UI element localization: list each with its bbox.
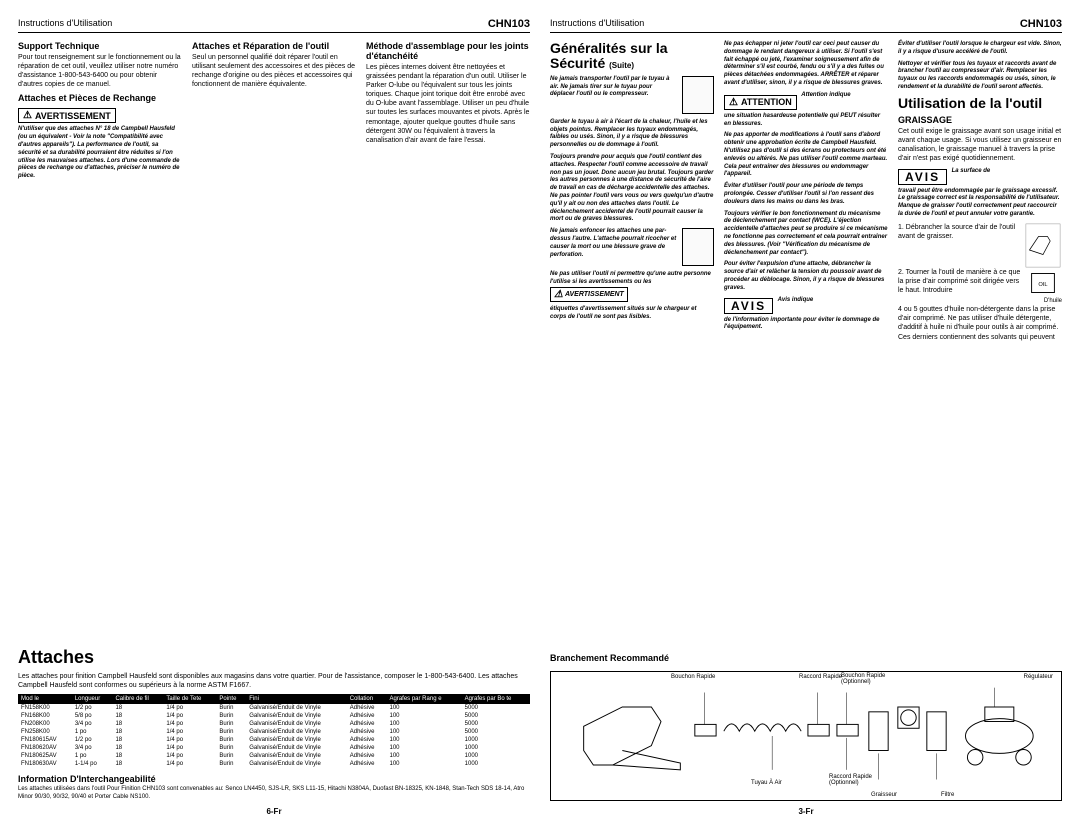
warn-4a: Ne pas utiliser l'outil ni permettre qu'… <box>550 271 714 302</box>
step-2b: 4 ou 5 gouttes d'huile non-détergente da… <box>898 305 1062 341</box>
table-header-row: Mod leLongueurCalibre de filTaille de Te… <box>18 694 530 704</box>
lbl-graisseur: Graisseur <box>871 792 897 798</box>
warn-block-3: Ne jamais enfoncer les attaches une par-… <box>550 228 714 266</box>
warning-body: N'utiliser que des attaches N° 18 de Cam… <box>18 126 182 181</box>
attaches-heading: Attaches <box>18 647 530 668</box>
table-header: Taille de Tete <box>163 694 216 704</box>
table-body: FN158K001/2 po181/4 poBurinGalvanisé/End… <box>18 704 530 768</box>
stack-icon <box>682 228 714 266</box>
repair-title: Attaches et Réparation de l'outil <box>192 41 356 51</box>
warn-2: Toujours prendre pour acquis que l'outil… <box>550 154 714 224</box>
page-header: Instructions d'Utilisation CHN103 <box>18 18 530 33</box>
table-header: Fini <box>246 694 347 704</box>
attention-tail: Attention indique <box>801 92 850 99</box>
warn-10: Éviter d'utiliser l'outil lorsque le cha… <box>898 41 1062 57</box>
repair-body: Seul un personnel qualifié doit réparer … <box>192 53 356 89</box>
warn-11: Nettoyer et vérifier tous les tuyaux et … <box>898 61 1062 92</box>
page-right: Instructions d'Utilisation CHN103 Généra… <box>550 18 1062 816</box>
table-row: FN208K003/4 po181/4 poBurinGalvanisé/End… <box>18 720 530 728</box>
step-2: OIL 2. Tourner la l'outil de manière à c… <box>898 268 1062 295</box>
lbl-filtre: Filtre <box>941 792 954 798</box>
connection-diagram: Bouchon Rapide Raccord Rapide Bouchon Ra… <box>550 671 1062 801</box>
table-row: FN168K005/8 po181/4 poBurinGalvanisé/End… <box>18 712 530 720</box>
avis-box: AVIS <box>724 298 773 314</box>
support-body: Pour tout renseignement sur le fonctionn… <box>18 53 182 89</box>
warning-avertissement: AVERTISSEMENT <box>18 108 116 123</box>
warn-8: Toujours vérifier le bon fonctionnement … <box>724 211 888 258</box>
table-header: Agrafes par Rang e <box>387 694 462 704</box>
page-number-left: 6-Fr <box>18 801 530 816</box>
lbl-raccord-rapide: Raccord Rapide <box>799 674 842 680</box>
table-header: Longueur <box>72 694 113 704</box>
header-label-r: Instructions d'Utilisation <box>550 18 644 30</box>
warn-1b: Garder le tuyau à air à l'écart de la ch… <box>550 119 714 150</box>
model-number: CHN103 <box>488 18 530 30</box>
diagram-svg <box>557 678 1055 794</box>
warn-7: Éviter d'utiliser l'outil pour une pério… <box>724 183 888 206</box>
svg-text:OIL: OIL <box>1038 282 1047 288</box>
table-header: Calibre de fil <box>112 694 163 704</box>
avis-tail-2: La surface de <box>952 168 991 175</box>
page-number-right: 3-Fr <box>550 801 1062 816</box>
header-label: Instructions d'Utilisation <box>18 18 112 30</box>
warn-9: Pour éviter l'expulsion d'une attache, d… <box>724 261 888 292</box>
oil-label: D'huile <box>898 298 1062 306</box>
lbl-bouchon-opt: Bouchon Rapide (Optionnel) <box>841 673 891 685</box>
grease-title: GRAISSAGE <box>898 115 1062 125</box>
lbl-tuyau: Tuyau À Air <box>751 780 782 786</box>
table-row: FN180625AV1 po181/4 poBurinGalvanisé/End… <box>18 752 530 760</box>
warn-5: Ne pas échapper ni jeter l'outil car cec… <box>724 41 888 88</box>
use-title: Utilisation de la l'outil <box>898 96 1062 111</box>
table-row: FN258K001 po181/4 poBurinGalvanisé/Endui… <box>18 728 530 736</box>
table-header: Pointe <box>216 694 246 704</box>
page-header-r: Instructions d'Utilisation CHN103 <box>550 18 1062 33</box>
lbl-raccord-opt: Raccord Rapide (Optionnel) <box>829 774 879 786</box>
attn-body: une situation hasardeuse potentielle qui… <box>724 113 888 129</box>
interch-body: Les attaches utilisées dans l'outil Pour… <box>18 786 530 801</box>
warn-12: travail peut être endommagée par le grai… <box>898 188 1062 219</box>
interch-title: Information D'Interchangeabilité <box>18 774 530 784</box>
table-header: Collation <box>347 694 387 704</box>
avis-box-2: AVIS <box>898 169 947 185</box>
table-header: Mod le <box>18 694 72 704</box>
oil-icon: OIL <box>1024 268 1062 298</box>
inline-avertissement: AVERTISSEMENT <box>550 287 628 302</box>
method-title: Méthode d'assemblage pour les joints d'é… <box>366 41 530 61</box>
lbl-bouchon-rapide: Bouchon Rapide <box>671 674 715 680</box>
attaches-pieces-title: Attaches et Pièces de Rechange <box>18 93 182 103</box>
table-row: FN158K001/2 po181/4 poBurinGalvanisé/End… <box>18 704 530 712</box>
fasteners-table: Mod leLongueurCalibre de filTaille de Te… <box>18 694 530 768</box>
attention-box: ATTENTION <box>724 95 797 110</box>
warn-block-1: Ne jamais transporter l'outil par le tuy… <box>550 76 714 114</box>
table-row: FN180630AV1-1/4 po181/4 poBurinGalvanisé… <box>18 760 530 768</box>
method-body: Les pièces internes doivent être nettoyé… <box>366 63 530 145</box>
avis-tail: Avis indique <box>778 297 814 304</box>
warn-6: Ne pas apporter de modifications à l'out… <box>724 132 888 179</box>
page-left: Instructions d'Utilisation CHN103 Suppor… <box>18 18 530 816</box>
hose-icon <box>682 76 714 114</box>
grease-body: Cet outil exige le graissage avant son u… <box>898 127 1062 163</box>
table-header: Agrafes par Bo te <box>462 694 530 704</box>
model-number-r: CHN103 <box>1020 18 1062 30</box>
security-title: Généralités sur la Sécurité (Suite) <box>550 41 714 72</box>
table-row: FN180615AV1/2 po181/4 poBurinGalvanisé/E… <box>18 736 530 744</box>
avis-body: de l'information importante pour éviter … <box>724 317 888 333</box>
table-row: FN180620AV3/4 po181/4 poBurinGalvanisé/E… <box>18 744 530 752</box>
support-title: Support Technique <box>18 41 182 51</box>
branch-title: Branchement Recommandé <box>550 653 1062 663</box>
nailer-icon <box>1024 223 1062 268</box>
attaches-intro: Les attaches pour finition Campbell Haus… <box>18 672 530 690</box>
lbl-regulateur: Régulateur <box>1024 674 1053 680</box>
warn-4b: étiquettes d'avertissement situés sur le… <box>550 306 714 322</box>
